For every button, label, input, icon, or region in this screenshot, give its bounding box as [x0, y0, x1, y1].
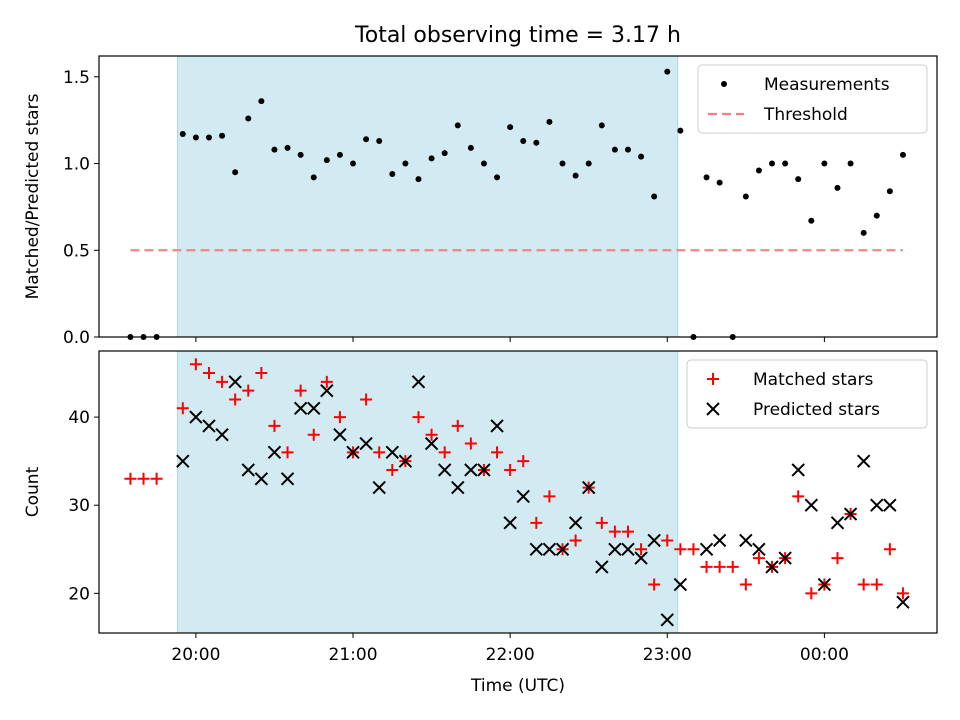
measurement-point: [573, 173, 579, 179]
top-y-axis-label: Matched/Predicted stars: [23, 93, 43, 299]
measurement-point: [769, 161, 775, 167]
measurement-point: [193, 135, 199, 141]
measurement-point: [494, 174, 500, 180]
measurement-point: [481, 161, 487, 167]
measurement-point: [415, 176, 421, 182]
measurement-point: [533, 140, 539, 146]
measurement-point: [468, 145, 474, 151]
legend-swatch: [721, 81, 727, 87]
y-tick-label: 0.5: [63, 241, 90, 261]
x-tick-label: 22:00: [486, 645, 535, 665]
measurement-point: [795, 176, 801, 182]
bottom-legend: Matched stars Predicted stars: [687, 360, 927, 428]
chart-figure: Total observing time = 3.17 h 0.0 0.5 1.0 1…: [0, 0, 960, 720]
y-tick-label: 40: [68, 408, 90, 428]
measurement-point: [402, 161, 408, 167]
measurement-point: [625, 147, 631, 153]
measurement-point: [586, 161, 592, 167]
measurement-point: [507, 124, 513, 130]
measurement-point: [638, 154, 644, 160]
measurement-point: [821, 161, 827, 167]
y-tick-label: 20: [68, 584, 90, 604]
x-tick-label: 21:00: [329, 645, 378, 665]
measurement-point: [180, 131, 186, 137]
top-legend: Measurements Threshold: [698, 65, 927, 133]
measurement-point: [848, 161, 854, 167]
measurement-point: [324, 157, 330, 163]
measurement-point: [455, 122, 461, 128]
measurement-point: [337, 152, 343, 158]
measurement-point: [560, 161, 566, 167]
measurement-point: [232, 169, 238, 175]
measurement-point: [311, 174, 317, 180]
measurement-point: [285, 145, 291, 151]
measurement-point: [363, 136, 369, 142]
legend-label: Threshold: [763, 105, 848, 125]
measurement-point: [442, 150, 448, 156]
x-tick-label: 20:00: [171, 645, 220, 665]
bottom-observing-window: [178, 351, 678, 633]
measurement-point: [756, 167, 762, 173]
bottom-y-axis-label: Count: [23, 466, 43, 517]
measurement-point: [677, 128, 683, 134]
measurement-point: [834, 185, 840, 191]
measurement-point: [376, 138, 382, 144]
y-tick-label: 0.0: [63, 328, 90, 348]
measurement-point: [808, 218, 814, 224]
measurement-point: [245, 115, 251, 121]
measurement-point: [271, 147, 277, 153]
measurement-point: [546, 119, 552, 125]
legend-label: Measurements: [764, 75, 890, 95]
measurement-point: [664, 69, 670, 75]
x-tick-label: 00:00: [800, 645, 849, 665]
measurement-point: [520, 138, 526, 144]
top-observing-window: [178, 56, 678, 337]
measurement-point: [887, 188, 893, 194]
measurement-point: [717, 180, 723, 186]
measurement-point: [900, 152, 906, 158]
measurement-point: [782, 161, 788, 167]
measurement-point: [599, 122, 605, 128]
measurement-point: [219, 133, 225, 139]
measurement-point: [861, 230, 867, 236]
x-axis-label: Time (UTC): [470, 676, 565, 696]
measurement-point: [350, 161, 356, 167]
chart-title: Total observing time = 3.17 h: [354, 23, 681, 48]
legend-label: Predicted stars: [753, 400, 880, 420]
measurement-point: [206, 135, 212, 141]
measurement-point: [389, 171, 395, 177]
measurement-point: [874, 213, 880, 219]
y-tick-label: 1.0: [63, 155, 90, 175]
x-tick-label: 23:00: [643, 645, 692, 665]
measurement-point: [258, 98, 264, 104]
measurement-point: [429, 155, 435, 161]
measurement-point: [743, 194, 749, 200]
measurement-point: [651, 194, 657, 200]
measurement-point: [612, 147, 618, 153]
measurement-point: [298, 152, 304, 158]
measurement-point: [704, 174, 710, 180]
legend-label: Matched stars: [753, 370, 873, 390]
y-tick-label: 30: [68, 496, 90, 516]
y-tick-label: 1.5: [63, 68, 90, 88]
